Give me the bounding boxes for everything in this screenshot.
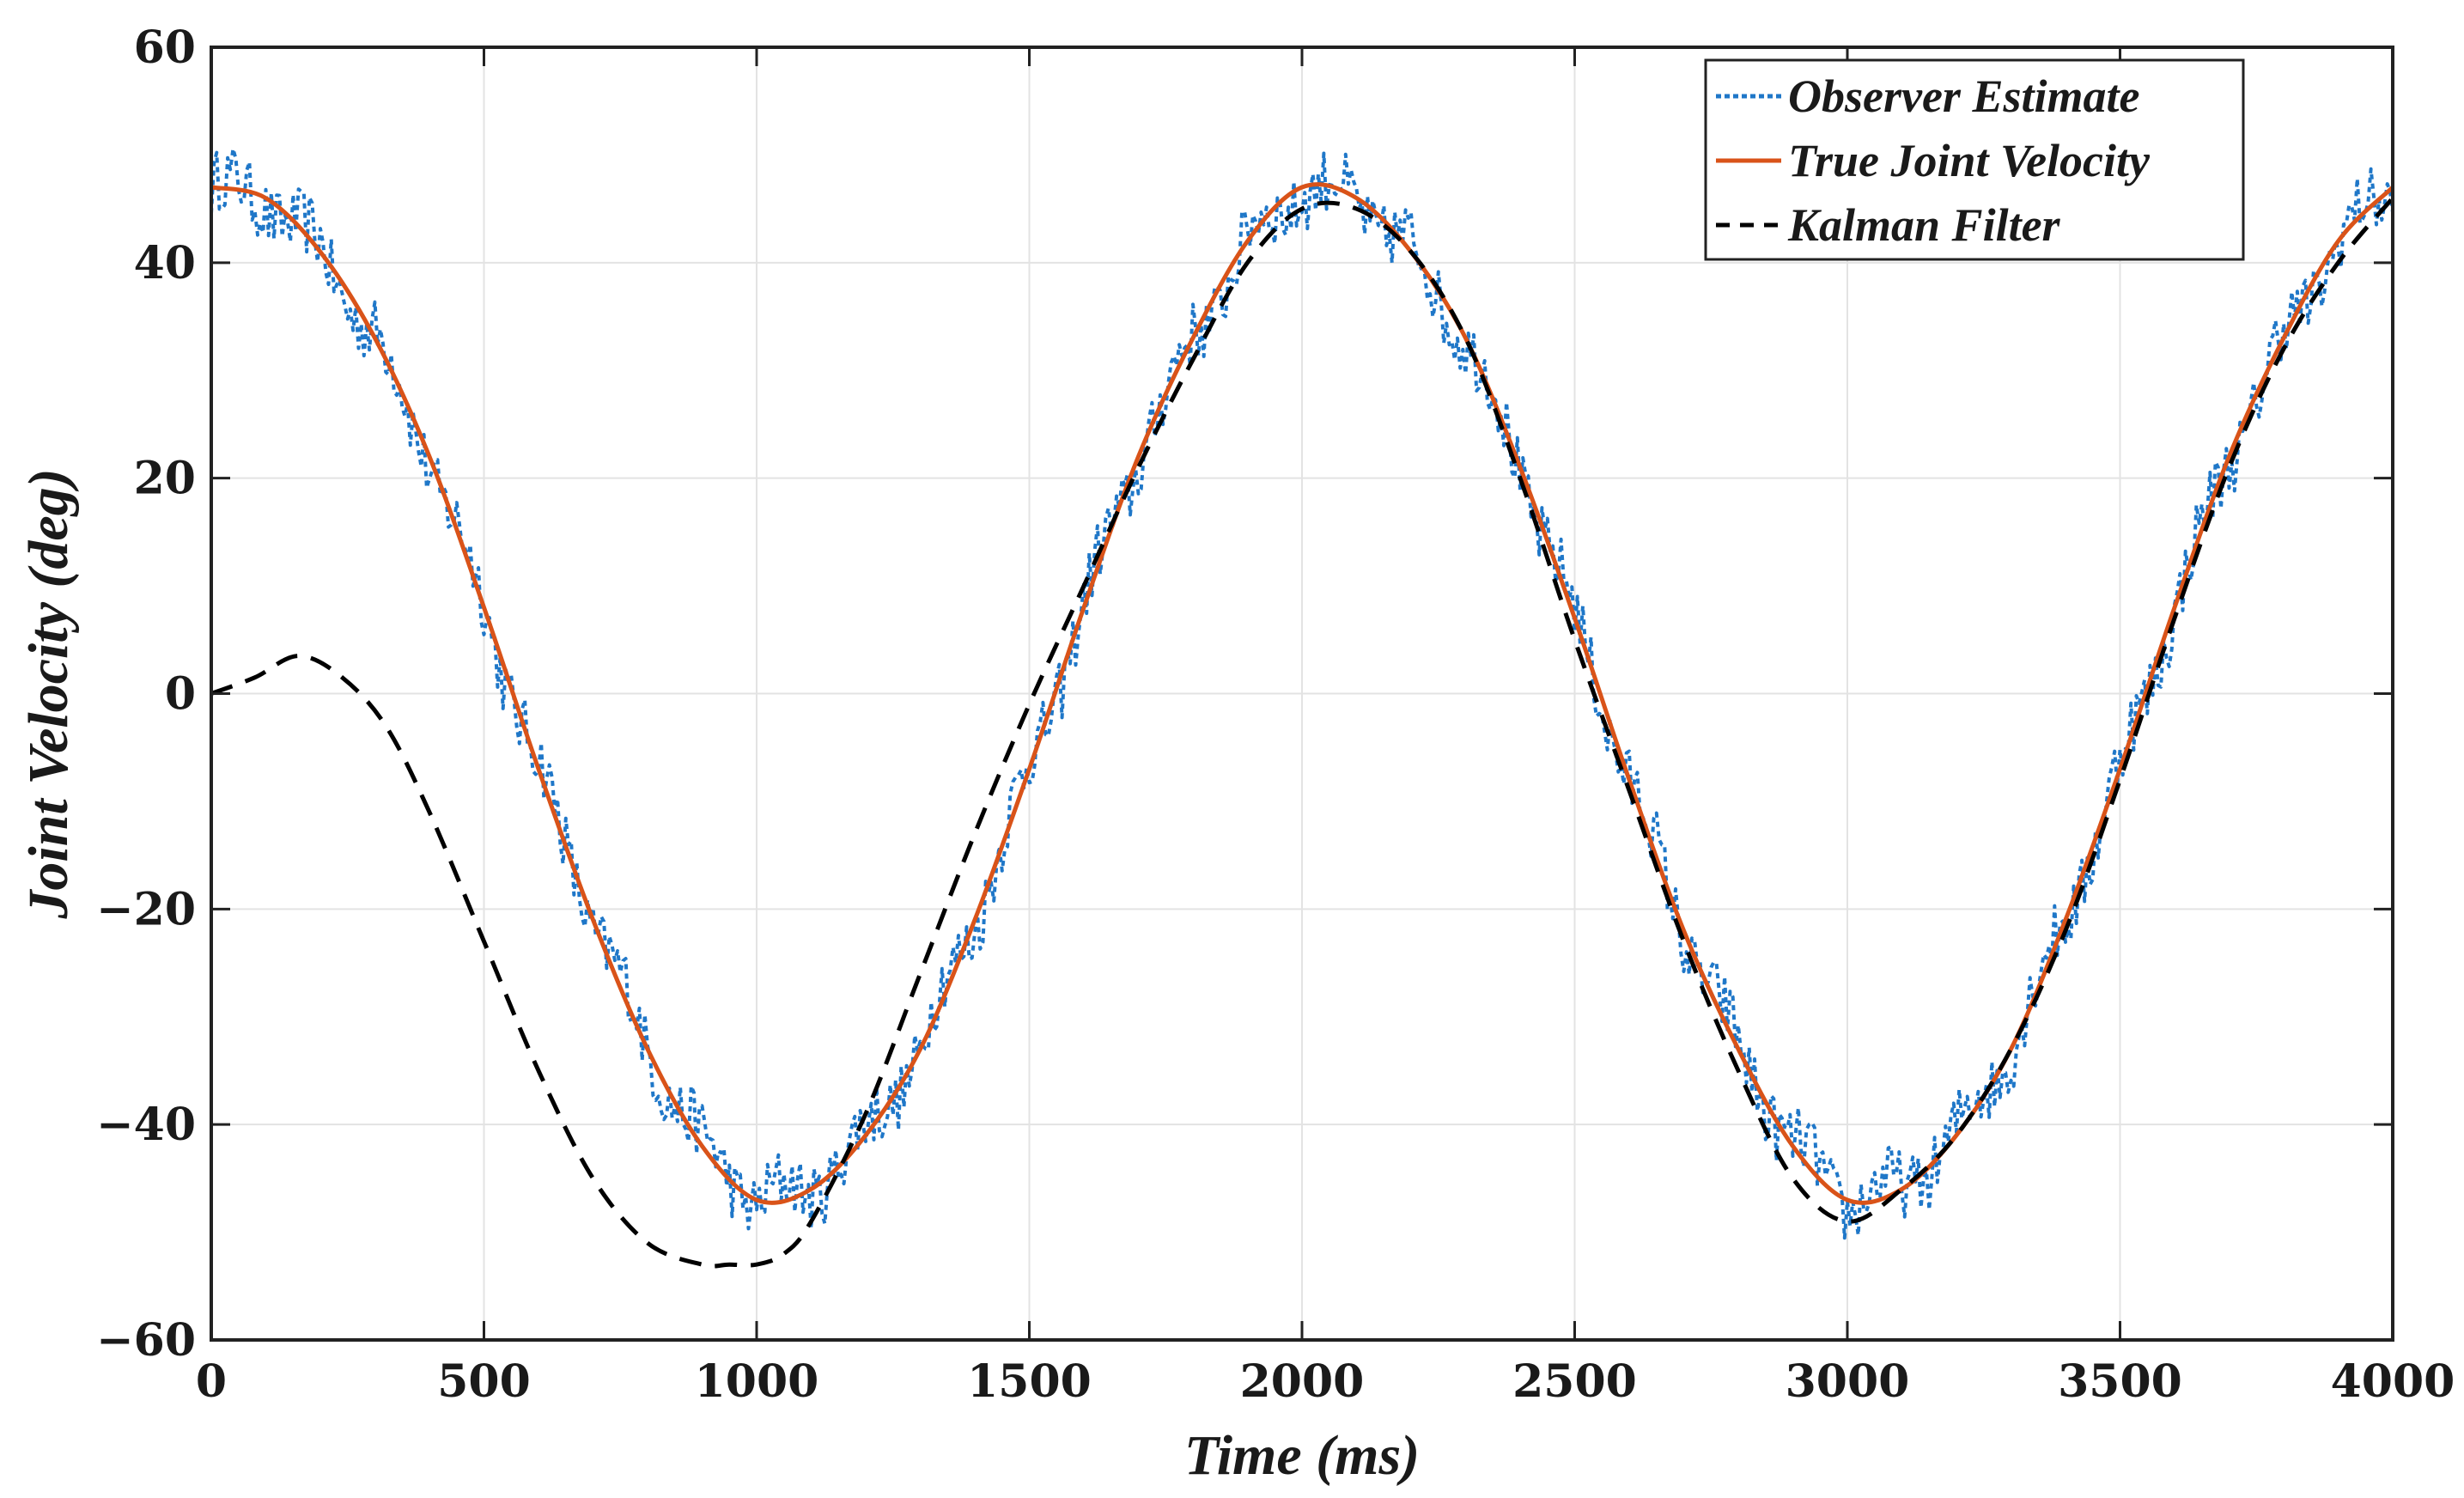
y-tick-labels: −60 −40 −20 0 20 40 60 xyxy=(96,21,196,1367)
legend-label-kalman-filter: Kalman Filter xyxy=(1787,199,2061,251)
x-tick-label: 0 xyxy=(196,1355,227,1408)
y-tick-label: 0 xyxy=(165,668,196,721)
series-line-kalman-filter xyxy=(210,196,2394,1269)
y-tick-label: 20 xyxy=(134,453,196,505)
y-tick-label: −40 xyxy=(96,1099,196,1151)
x-tick-label: 1500 xyxy=(967,1355,1092,1408)
legend-label-true-joint-velocity: True Joint Velocity xyxy=(1788,135,2151,186)
x-tick-label: 2500 xyxy=(1512,1355,1637,1408)
y-tick-label: 40 xyxy=(134,237,196,289)
legend-box xyxy=(1704,58,2245,261)
x-tick-label: 3500 xyxy=(2058,1355,2182,1408)
x-tick-label: 2000 xyxy=(1240,1355,1365,1408)
legend-label-observer-estimate: Observer Estimate xyxy=(1788,70,2139,122)
y-tick-label: −20 xyxy=(96,883,196,935)
x-tick-label: 4000 xyxy=(2331,1355,2455,1408)
series-line-true-joint-velocity xyxy=(210,182,2394,1205)
series-line-observer-estimate xyxy=(210,147,2394,1240)
x-axis-label: Time (ms) xyxy=(1184,1424,1420,1487)
x-tick-label: 3000 xyxy=(1786,1355,1910,1408)
axis-ticks xyxy=(210,46,2394,1342)
x-tick-labels: 0 500 1000 1500 2000 2500 3000 3500 4000 xyxy=(196,1355,2455,1408)
y-tick-label: 60 xyxy=(134,21,196,74)
x-tick-label: 500 xyxy=(437,1355,531,1408)
series-layer xyxy=(210,147,2394,1269)
y-tick-label: −60 xyxy=(96,1314,196,1367)
legend: Observer Estimate True Joint Velocity Ka… xyxy=(1704,58,2245,261)
x-tick-label: 1000 xyxy=(695,1355,819,1408)
y-axis-label: Joint Velocity (deg) xyxy=(17,468,80,919)
